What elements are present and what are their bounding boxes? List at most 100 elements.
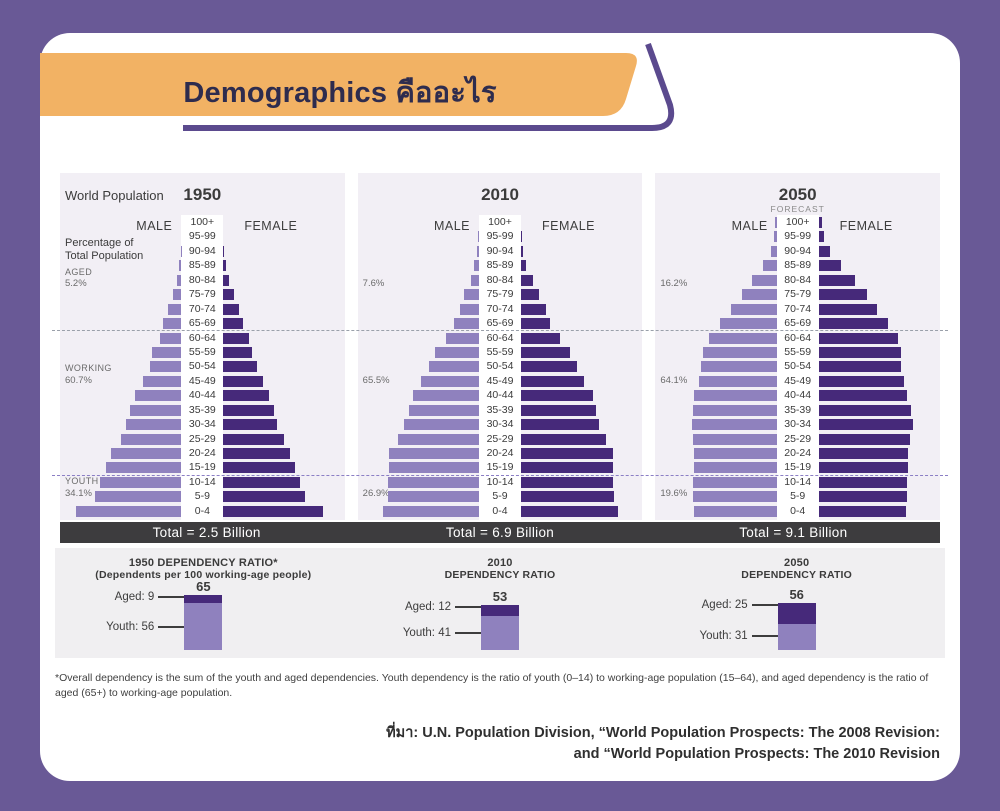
pyramid-row: 55-59 <box>358 346 643 358</box>
female-bar <box>521 245 524 257</box>
male-bar <box>130 404 182 416</box>
female-bar <box>223 448 291 459</box>
male-bar <box>741 289 777 301</box>
age-group-label: 95-99 <box>486 230 514 243</box>
male-bar <box>770 245 777 257</box>
youth-callout-text: Youth: 56 <box>106 620 155 633</box>
aged-callout: Aged: 9 <box>115 591 185 603</box>
youth-callout: Youth: 31 <box>699 630 778 643</box>
male-bar <box>95 491 182 503</box>
pyramid-row: 100+ <box>60 217 345 228</box>
female-bar <box>223 332 249 344</box>
age-group-label: 95-99 <box>188 230 216 243</box>
dependency-ratio-panel: 1950 DEPENDENCY RATIO* (Dependents per 1… <box>55 548 945 658</box>
male-bar <box>474 260 479 272</box>
female-label: FEMALE <box>839 219 893 233</box>
age-group-label: 45-49 <box>784 374 812 387</box>
female-bar <box>521 491 615 503</box>
dependency-title: 2050 <box>784 557 810 569</box>
male-bar <box>435 346 479 358</box>
callout-leader-line <box>158 596 185 599</box>
youth-callout-text: Youth: 31 <box>699 630 748 643</box>
age-group-label: 55-59 <box>784 345 812 358</box>
pyramid-row: 15-19 <box>358 462 643 474</box>
female-bar <box>521 332 560 344</box>
female-bar <box>223 491 305 503</box>
age-group-label: 40-44 <box>188 389 216 402</box>
male-bar <box>125 419 182 431</box>
female-bar <box>521 346 570 358</box>
age-group-label: 75-79 <box>486 288 514 301</box>
age-group-label: 15-19 <box>784 461 812 474</box>
year-title-2010: 2010 <box>481 185 519 204</box>
female-bar <box>818 390 908 402</box>
female-bar <box>818 375 904 387</box>
male-bar <box>692 433 777 445</box>
pyramid-panel-2050: 2050 FORECAST MALE FEMALE 16.2% 64.1% 19… <box>655 173 941 520</box>
female-bar <box>818 260 841 272</box>
pyramid-row: 50-54 <box>60 361 345 373</box>
male-label: MALE <box>136 219 173 233</box>
pyramid-row: 50-54 <box>655 360 940 373</box>
male-bar <box>459 303 479 315</box>
male-bar <box>464 289 479 301</box>
female-bar <box>223 505 323 517</box>
male-bar <box>120 433 182 445</box>
pyramid-row: 90-94 <box>60 245 345 257</box>
callout-leader-line <box>158 625 185 628</box>
infographic-card: Demographics คืออะไร World Population 19… <box>40 33 960 781</box>
female-bar <box>818 505 907 517</box>
age-group-label: 60-64 <box>486 331 514 344</box>
pyramid-row: 85-89 <box>655 260 940 272</box>
female-bar <box>818 361 902 373</box>
pyramid-row: 30-34 <box>60 419 345 431</box>
pyramid-panel-1950: World Population 1950 MALE FEMALE Percen… <box>60 173 345 520</box>
pyramid-row: 0-4 <box>358 505 643 517</box>
pyramid-row: 60-64 <box>358 331 643 344</box>
age-group-label: 45-49 <box>486 374 514 387</box>
male-bar <box>699 375 777 387</box>
age-group-label: 90-94 <box>486 244 514 257</box>
pyramid-row: 75-79 <box>358 288 643 301</box>
pyramid-row: 45-49 <box>655 374 940 387</box>
pyramid-row: 45-49 <box>60 375 345 387</box>
percentage-note-line1: Percentage of <box>65 237 134 249</box>
male-bar <box>388 476 479 488</box>
female-bar <box>223 303 240 315</box>
male-bar <box>149 361 182 373</box>
female-bar <box>818 433 910 445</box>
male-bar <box>708 332 777 344</box>
pyramid-row: 25-29 <box>60 433 345 445</box>
female-bar <box>818 491 908 503</box>
pyramid-row: 50-54 <box>358 361 643 373</box>
source-citation: ที่มา: U.N. Population Division, “World … <box>386 723 940 765</box>
age-group-label: 50-54 <box>784 360 812 373</box>
male-bar <box>691 419 777 431</box>
male-bar <box>383 505 479 517</box>
female-bar <box>818 245 830 257</box>
dependency-group-2010: 2010 DEPENDENCY RATIO 53 Aged: 12 Youth:… <box>352 548 649 658</box>
pyramid-row: 40-44 <box>60 389 345 402</box>
pyramid-row: 100+ <box>358 217 643 228</box>
callout-leader-line <box>751 603 778 606</box>
male-bar <box>446 332 479 344</box>
pyramid-row: 95-99 <box>358 230 643 243</box>
male-bar <box>159 332 182 344</box>
dependency-chart-2050: 56 Aged: 25 Youth: 31 <box>697 583 897 653</box>
age-group-label: 85-89 <box>486 259 514 272</box>
dependency-total: 56 <box>789 586 804 602</box>
female-bar <box>521 274 534 286</box>
pyramid-bars-2010: 100+ 95-99 90-94 85-89 80-84 75-79 70-74 65-69 6… <box>358 217 643 517</box>
percentage-note: Percentage of Total Population <box>65 237 143 263</box>
male-bar <box>692 476 777 488</box>
pyramid-row: 65-69 <box>655 318 940 330</box>
female-bar <box>223 318 243 330</box>
male-bar <box>702 346 777 358</box>
female-bar <box>818 419 914 431</box>
age-group-label: 95-99 <box>784 230 812 243</box>
male-bar <box>773 231 777 243</box>
age-group-label: 10-14 <box>486 475 514 488</box>
pyramid-row: 5-9 <box>655 491 940 503</box>
pyramid-row: 20-24 <box>655 448 940 459</box>
age-group-label: 100+ <box>488 216 512 228</box>
